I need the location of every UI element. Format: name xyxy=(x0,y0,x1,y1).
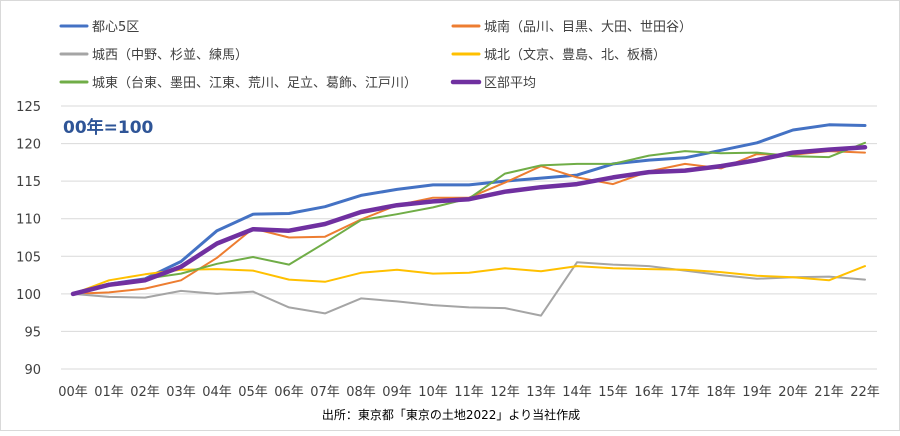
x-tick-label: 01年 xyxy=(94,385,124,400)
y-tick-label: 105 xyxy=(16,250,41,265)
base-year-annotation: 00年=100 xyxy=(63,117,154,138)
x-tick-label: 22年 xyxy=(850,385,880,400)
y-tick-label: 120 xyxy=(16,138,41,153)
legend-label: 区部平均 xyxy=(484,76,536,91)
x-tick-label: 18年 xyxy=(706,385,736,400)
x-tick-label: 20年 xyxy=(778,385,808,400)
y-axis: 90 95 100 105 110 115 120 125 xyxy=(16,100,41,378)
series-line-2 xyxy=(72,261,866,317)
x-tick-label: 00年 xyxy=(58,385,88,400)
x-tick-label: 13年 xyxy=(526,385,556,400)
series-line-5 xyxy=(70,145,868,297)
x-tick-label: 17年 xyxy=(670,385,700,400)
grid-lines xyxy=(61,105,877,370)
series-line-3 xyxy=(72,265,866,295)
x-tick-label: 19年 xyxy=(742,385,772,400)
series-line-0 xyxy=(71,123,867,296)
legend-label: 城北（文京、豊島、北、板橋） xyxy=(484,48,666,63)
x-tick-label: 11年 xyxy=(454,385,484,400)
legend: 都心5区 城南（品川、目黒、大田、世田谷） 城西（中野、杉並、練馬） 城北（文京、豊島… xyxy=(59,19,692,91)
y-tick-label: 90 xyxy=(24,363,41,378)
x-tick-label: 21年 xyxy=(814,385,844,400)
x-tick-label: 08年 xyxy=(346,385,376,400)
x-tick-label: 03年 xyxy=(166,385,196,400)
legend-label: 都心5区 xyxy=(92,20,139,35)
y-tick-label: 95 xyxy=(24,325,41,340)
x-tick-label: 14年 xyxy=(562,385,592,400)
x-tick-label: 09年 xyxy=(382,385,412,400)
y-tick-label: 125 xyxy=(16,100,41,115)
x-tick-label: 15年 xyxy=(598,385,628,400)
x-tick-label: 06年 xyxy=(274,385,304,400)
x-tick-label: 10年 xyxy=(418,385,448,400)
x-tick-label: 12年 xyxy=(490,385,520,400)
source-note: 出所：東京都「東京の土地2022」より当社作成 xyxy=(322,407,580,422)
legend-label: 城東（台東、墨田、江東、荒川、足立、葛飾、江戸川） xyxy=(92,75,417,91)
x-tick-label: 16年 xyxy=(634,385,664,400)
x-tick-label: 02年 xyxy=(130,385,160,400)
x-axis: 00年 01年 02年 03年 04年 05年 06年 07年 08年 09年 10年 11年 12年 1… xyxy=(58,385,880,400)
legend-label: 城西（中野、杉並、練馬） xyxy=(92,48,248,63)
y-tick-label: 100 xyxy=(16,288,41,303)
y-tick-label: 115 xyxy=(16,175,41,190)
x-tick-label: 07年 xyxy=(310,385,340,400)
series-group xyxy=(70,123,868,317)
x-tick-label: 04年 xyxy=(202,385,232,400)
y-tick-label: 110 xyxy=(16,213,41,228)
legend-label: 城南（品川、目黒、大田、世田谷） xyxy=(484,19,692,35)
x-tick-label: 05年 xyxy=(238,385,268,400)
